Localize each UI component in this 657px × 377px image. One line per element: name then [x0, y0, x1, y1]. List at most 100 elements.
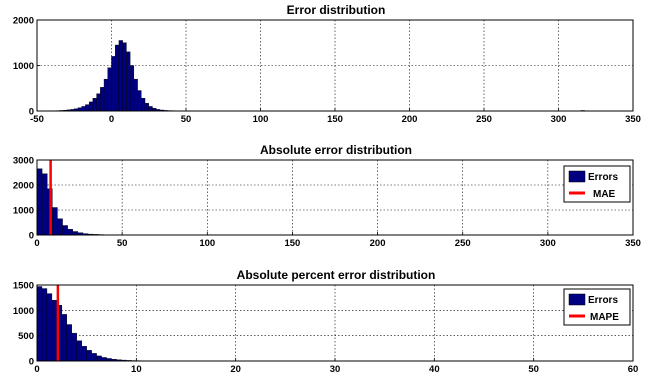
legend-label-mape: MAPE — [590, 312, 619, 323]
histogram-bar — [115, 44, 120, 112]
histogram-bar — [66, 324, 72, 362]
x-tick-label: 60 — [628, 364, 639, 375]
histogram-bar — [107, 67, 112, 112]
subplot-3-bars — [36, 286, 539, 362]
x-tick-label: 40 — [429, 364, 440, 375]
histogram-bar — [41, 173, 48, 236]
histogram-bar — [81, 346, 87, 362]
histogram-bar — [51, 300, 58, 362]
x-tick-label: 50 — [528, 364, 539, 375]
x-tick-label: 150 — [284, 238, 300, 249]
histogram-bar — [36, 168, 43, 236]
histogram-bar — [129, 65, 135, 112]
subplot-2-x-tick-labels: 0 50 100 150 200 250 300 350 — [34, 232, 641, 249]
histogram-bar — [91, 353, 97, 362]
subplot-2-legend: Errors MAE — [563, 165, 631, 203]
x-tick-label: 50 — [117, 238, 128, 249]
subplot-1-grid — [37, 20, 633, 111]
histogram-bar — [46, 293, 53, 362]
histogram-bar — [57, 218, 63, 236]
histogram-bar — [133, 78, 138, 112]
y-tick-label: 0 — [29, 231, 34, 242]
subplot-3-grid — [37, 285, 633, 361]
y-tick-label: 2000 — [13, 181, 34, 192]
subplot-3-legend: Errors MAPE — [563, 288, 631, 326]
y-tick-label: 1000 — [13, 61, 34, 72]
histogram-bar — [118, 40, 123, 112]
y-tick-label: 500 — [18, 331, 34, 342]
subplot-2-axes-frame — [36, 159, 634, 236]
x-tick-label: 150 — [327, 114, 343, 125]
histogram-bar — [71, 332, 77, 362]
histogram-bar — [137, 90, 142, 112]
histogram-bar — [144, 103, 149, 112]
x-tick-label: 350 — [625, 238, 641, 249]
subplot-error-distribution: Error distribution -50 0 50 100 150 200 250 300… — [13, 3, 641, 125]
histogram-bar — [103, 78, 108, 112]
histogram-bar — [122, 42, 127, 112]
x-tick-label: -50 — [30, 114, 44, 125]
x-tick-label: 10 — [131, 364, 142, 375]
x-tick-label: 200 — [402, 114, 418, 125]
histogram-bar — [52, 207, 58, 236]
subplot-absolute-percent-error-distribution: Absolute percent error distribution 0 10 2… — [13, 268, 638, 375]
subplot-2-grid — [37, 160, 633, 235]
x-tick-label: 20 — [230, 364, 241, 375]
x-tick-label: 300 — [551, 114, 567, 125]
histogram-bar — [36, 286, 43, 362]
subplot-3-y-tick-labels: 0 500 1000 1500 — [13, 281, 40, 368]
y-tick-label: 1000 — [13, 206, 34, 217]
x-tick-label: 0 — [109, 114, 114, 125]
histogram-bar — [67, 229, 73, 236]
histogram-bar — [111, 56, 116, 112]
subplot-1-x-tick-labels: -50 0 50 100 150 200 250 300 350 — [30, 108, 641, 125]
x-tick-label: 250 — [476, 114, 492, 125]
histogram-bar — [96, 355, 102, 362]
histogram-bar — [88, 101, 94, 112]
x-tick-label: 350 — [625, 114, 641, 125]
y-tick-label: 0 — [29, 107, 34, 118]
x-tick-label: 100 — [199, 238, 215, 249]
subplot-2-bars — [36, 168, 579, 236]
legend-label-mae: MAE — [593, 189, 616, 200]
y-tick-label: 1500 — [13, 281, 34, 292]
x-tick-label: 50 — [181, 114, 192, 125]
histogram-bar — [96, 93, 101, 112]
subplot-2-y-tick-labels: 0 1000 2000 3000 — [13, 156, 40, 242]
x-tick-label: 30 — [330, 364, 341, 375]
subplot-2-title: Absolute error distribution — [260, 143, 412, 157]
subplot-3-x-tick-labels: 0 10 20 30 40 50 60 — [34, 358, 638, 375]
subplot-1-y-tick-labels: 0 1000 2000 — [13, 16, 40, 118]
x-tick-label: 0 — [34, 238, 39, 249]
histogram-bar — [72, 231, 79, 236]
x-tick-label: 200 — [370, 238, 386, 249]
histogram-bar — [61, 314, 67, 362]
histogram-bar — [62, 225, 68, 236]
x-tick-label: 0 — [34, 364, 39, 375]
histogram-bar — [85, 104, 90, 112]
histogram-bar — [100, 87, 105, 112]
histogram-bar — [41, 288, 48, 362]
legend-label-errors: Errors — [588, 172, 618, 183]
y-tick-label: 3000 — [13, 156, 34, 167]
legend-label-errors: Errors — [588, 295, 618, 306]
histogram-bar — [86, 350, 92, 362]
x-tick-label: 300 — [540, 238, 556, 249]
histogram-bar — [101, 357, 107, 362]
subplot-1-title: Error distribution — [287, 3, 386, 17]
subplot-3-title: Absolute percent error distribution — [237, 268, 436, 282]
histogram-bar — [76, 340, 82, 362]
histogram-bar — [141, 98, 146, 112]
y-tick-label: 1000 — [13, 306, 34, 317]
legend-swatch-errors — [568, 293, 586, 306]
x-tick-label: 100 — [253, 114, 269, 125]
legend-swatch-errors — [568, 170, 586, 183]
y-tick-label: 0 — [29, 357, 34, 368]
x-tick-label: 250 — [455, 238, 471, 249]
histogram-bar — [126, 51, 131, 112]
subplot-1-bars — [51, 40, 585, 112]
histogram-bar — [92, 98, 97, 112]
subplot-absolute-error-distribution: Absolute error distribution 0 50 100 150 200… — [13, 143, 641, 249]
histogram-bar — [81, 106, 86, 112]
